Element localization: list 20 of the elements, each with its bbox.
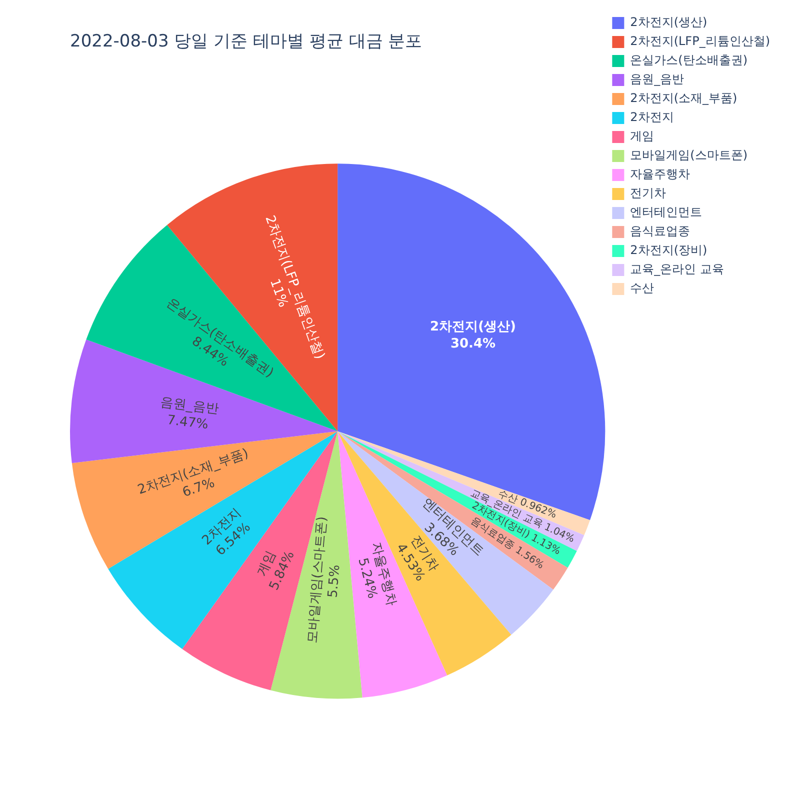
legend-label: 음식료업종 (630, 224, 690, 238)
legend-label: 수산 (630, 281, 654, 296)
legend-label: 전기차 (630, 186, 666, 200)
data-label: 30.4% (450, 336, 496, 352)
legend-label: 2차전지(생산) (630, 15, 708, 30)
legend-label: 자율주행차 (630, 167, 690, 182)
legend-label: 엔터테인먼트 (630, 205, 702, 220)
slice-label: 2차전지(생산) (430, 320, 516, 335)
legend-label: 온실가스(탄소배출권) (630, 53, 748, 68)
legend-label: 2차전지(장비) (630, 243, 708, 258)
text: 2022-08-03 당일 기준 테마별 평균 대금 분포 (70, 32, 422, 52)
legend-label: 2차전지 (630, 110, 674, 124)
legend-label: 교육_온라인 교육 (630, 262, 724, 276)
legend-label: 2차전지(소재_부품) (630, 91, 738, 106)
legend-label: 모바일게임(스마트폰) (630, 148, 748, 162)
legend-label: 2차전지(LFP_리튬인산철) (630, 34, 770, 48)
data-label: 7.47% (166, 412, 210, 433)
data-label: 5.5% (326, 564, 344, 598)
legend-label: 게임 (630, 129, 654, 144)
legend-label: 음원_음반 (630, 72, 684, 86)
